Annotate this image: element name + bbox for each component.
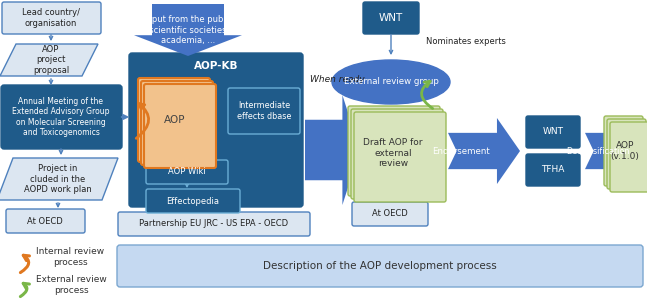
FancyBboxPatch shape — [1, 85, 122, 149]
FancyBboxPatch shape — [138, 78, 210, 162]
Text: Draft AOP for
external
review: Draft AOP for external review — [363, 138, 422, 168]
Text: Nominates experts: Nominates experts — [426, 38, 506, 46]
FancyBboxPatch shape — [144, 84, 216, 168]
FancyBboxPatch shape — [363, 2, 419, 34]
FancyBboxPatch shape — [129, 53, 303, 207]
FancyBboxPatch shape — [141, 81, 213, 165]
FancyBboxPatch shape — [526, 116, 580, 148]
FancyBboxPatch shape — [146, 160, 228, 184]
Text: At OECD: At OECD — [27, 217, 63, 226]
Text: Description of the AOP development process: Description of the AOP development proce… — [263, 261, 497, 271]
Text: When ready: When ready — [310, 76, 365, 85]
FancyBboxPatch shape — [6, 209, 85, 233]
FancyBboxPatch shape — [348, 106, 440, 196]
Text: AOP Wiki: AOP Wiki — [168, 167, 206, 176]
Text: AOP-KB: AOP-KB — [193, 61, 238, 71]
Polygon shape — [305, 95, 360, 205]
FancyBboxPatch shape — [610, 122, 647, 192]
Text: External review
process: External review process — [36, 275, 107, 295]
FancyBboxPatch shape — [352, 202, 428, 226]
Text: Intermediate
effects dbase: Intermediate effects dbase — [237, 101, 291, 121]
Text: Input from the public
(scientific societies,
academia, ...: Input from the public (scientific societ… — [144, 15, 232, 45]
Text: Project in
cluded in the
AOPD work plan: Project in cluded in the AOPD work plan — [24, 164, 92, 194]
FancyBboxPatch shape — [526, 154, 580, 186]
Text: AOP: AOP — [164, 115, 186, 125]
Polygon shape — [585, 118, 647, 184]
FancyBboxPatch shape — [354, 112, 446, 202]
Polygon shape — [0, 158, 118, 200]
Text: Effectopedia: Effectopedia — [166, 196, 219, 206]
Polygon shape — [448, 118, 520, 184]
Text: WNT: WNT — [542, 128, 564, 136]
Text: Annual Meeting of the
Extended Advisory Group
on Molecular Screening
and Toxicog: Annual Meeting of the Extended Advisory … — [12, 97, 110, 137]
FancyBboxPatch shape — [146, 189, 240, 213]
FancyBboxPatch shape — [351, 109, 443, 199]
Text: Declassification: Declassification — [566, 146, 630, 155]
FancyBboxPatch shape — [604, 116, 643, 186]
FancyBboxPatch shape — [607, 119, 646, 189]
Text: External review group: External review group — [344, 77, 439, 86]
FancyBboxPatch shape — [228, 88, 300, 134]
FancyBboxPatch shape — [118, 212, 310, 236]
Text: AOP
project
proposal: AOP project proposal — [33, 45, 69, 75]
Text: TFHA: TFHA — [542, 166, 565, 175]
Text: Endorsement: Endorsement — [432, 146, 490, 155]
Text: At OECD: At OECD — [372, 209, 408, 218]
Polygon shape — [134, 4, 242, 56]
Ellipse shape — [332, 60, 450, 104]
FancyBboxPatch shape — [117, 245, 643, 287]
Polygon shape — [0, 44, 98, 76]
Text: Partnership EU JRC - US EPA - OECD: Partnership EU JRC - US EPA - OECD — [140, 220, 289, 229]
Text: WNT: WNT — [379, 13, 403, 23]
Text: AOP
(v.1.0): AOP (v.1.0) — [611, 141, 639, 161]
Text: Lead country/
organisation: Lead country/ organisation — [22, 8, 80, 28]
FancyBboxPatch shape — [2, 2, 101, 34]
Text: Internal review
process: Internal review process — [36, 247, 104, 267]
